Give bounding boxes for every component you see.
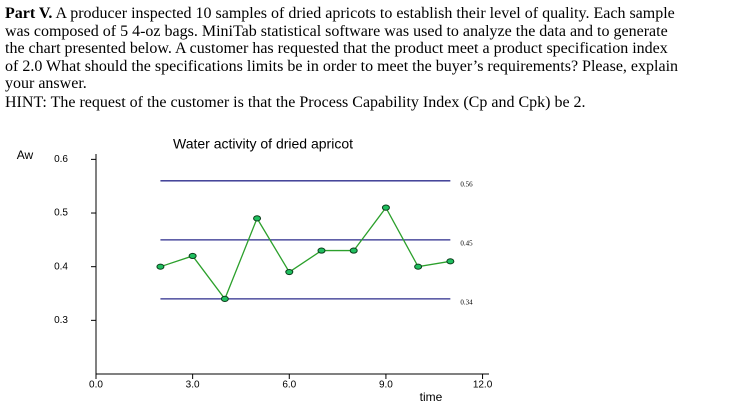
line-text: of 2.0 What should the specifications li…	[5, 57, 679, 75]
line-text: your answer.	[5, 75, 87, 93]
data-point	[156, 263, 165, 270]
data-point	[188, 252, 197, 260]
data-point	[381, 204, 390, 211]
line-text: the chart presented below. A customer ha…	[5, 40, 668, 58]
reference-label: 0.56	[460, 180, 473, 188]
line-text: was composed of 5 4-oz bags. MiniTab sta…	[5, 22, 668, 40]
y-axis-label: Aw	[17, 148, 34, 162]
text-line: HINT: The request of the customer is tha…	[5, 94, 735, 112]
x-axis-label: time	[420, 390, 443, 404]
data-point	[446, 258, 455, 265]
text-line: Part V. A producer inspected 10 samples …	[5, 5, 735, 23]
data-point	[220, 295, 229, 302]
y-tick-label: 0.3	[54, 315, 68, 326]
line-text: A producer inspected 10 samples of dried…	[55, 5, 675, 22]
document: Part V. A producer inspected 10 samples …	[5, 5, 735, 112]
chart-title: Water activity of dried apricot	[173, 136, 353, 152]
x-tick-label: 6.0	[282, 380, 296, 391]
data-point	[253, 215, 262, 222]
x-tick-label: 3.0	[186, 380, 200, 391]
y-tick-label: 0.5	[54, 208, 68, 219]
data-point	[349, 247, 358, 254]
data-point	[285, 268, 294, 276]
part-label: Part V.	[5, 5, 53, 22]
data-point	[317, 247, 326, 254]
y-tick-label: 0.4	[54, 261, 68, 272]
line-text: HINT: The request of the customer is tha…	[5, 93, 586, 111]
y-tick-label: 0.6	[54, 154, 68, 165]
data-point	[414, 263, 423, 270]
x-tick-label: 0.0	[89, 380, 103, 391]
text-line: of 2.0 What should the specifications li…	[5, 58, 735, 76]
text-line: was composed of 5 4-oz bags. MiniTab sta…	[5, 23, 735, 41]
text-line: your answer.	[5, 75, 735, 93]
text-line: the chart presented below. A customer ha…	[5, 40, 735, 58]
reference-label: 0.45	[460, 239, 473, 247]
reference-label: 0.34	[460, 298, 473, 306]
x-tick-label: 9.0	[379, 380, 393, 391]
x-tick-label: 12.0	[473, 380, 493, 391]
data-line	[160, 206, 451, 301]
